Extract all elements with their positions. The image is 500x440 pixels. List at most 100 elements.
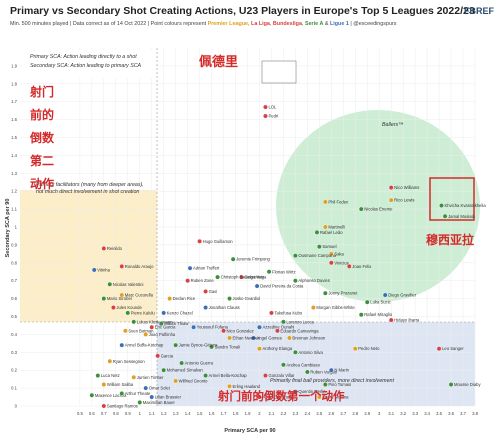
point-label: Gonzalo Villar [268,373,295,378]
point-label: Reinildo [107,246,123,251]
x-tick-label: 1.5 [197,411,203,416]
data-point [346,263,352,269]
data-point [119,292,125,298]
x-tick-label: 3.2 [400,411,406,416]
data-point [322,199,328,205]
data-point [221,328,226,334]
pedri-box [261,60,297,84]
point-label: Adrian Truffert [193,266,220,271]
top-left-quadrant [20,190,157,322]
x-tick-label: 0.5 [77,411,83,416]
data-point [352,346,358,352]
point-label: Malick Thiaw [164,321,189,326]
point-label: Mousse Diaby [454,382,481,387]
data-point [155,353,161,359]
data-point [292,389,298,395]
point-label: Ousmane Campana [298,253,336,258]
data-point [187,265,193,271]
data-point [239,274,244,280]
x-tick-label: 3 [378,411,381,416]
point-label: Phil Foden [328,199,349,204]
league-bundesliga: Bundesliga [272,21,302,27]
definitions-box [22,50,156,78]
league-premier: Premier League [207,21,249,27]
point-label: Brennan Johnson [292,335,325,340]
data-point [203,305,208,310]
data-point [269,310,274,316]
data-point [107,281,113,287]
point-label: Youssouf Fofana [197,325,229,330]
data-point [388,185,394,191]
data-point [281,319,286,325]
point-label: Jeremie Frimpong [236,257,270,262]
point-label: Armel Buffa-Kotchap [125,343,164,348]
y-tick-label: 1.9 [11,63,17,68]
data-point [328,251,334,257]
x-tick-label: 2.8 [352,411,358,416]
data-point [95,373,101,378]
x-tick-label: 2.2 [281,411,287,416]
point-label: Pedri [268,114,278,119]
data-point [292,278,298,284]
x-tick-label: 0.7 [101,411,107,416]
point-label: Vinicius [334,260,348,265]
y-tick-label: 0.5 [11,314,17,319]
x-tick-label: 3.7 [460,411,466,416]
point-label: Jonny Prozanet [328,291,358,296]
data-point [161,310,167,316]
data-point [167,296,173,301]
data-point [179,360,185,366]
data-point [448,382,454,387]
data-point [304,369,310,375]
point-label: Ruben Zone [191,278,215,283]
point-label: Rafael Leão [320,230,343,235]
y-tick-label: 1.6 [11,117,17,122]
point-label: Garcia [161,353,174,358]
x-tick-label: 2.6 [328,411,334,416]
point-label: Gavi [209,289,218,294]
y-tick-label: 0 [15,404,18,409]
x-tick-label: 2.5 [316,411,322,416]
point-label: Joao Palhinha [149,332,176,337]
data-point [158,321,164,327]
point-label: David Pereira da Costa [260,284,304,289]
data-point [328,260,334,266]
data-point [257,324,262,330]
point-label: Nicolas Valentini [113,282,144,287]
data-point [292,349,298,355]
data-point [364,299,370,305]
x-tick-label: 1.3 [173,411,179,416]
data-point [257,394,262,400]
x-tick-label: 2.1 [269,411,275,416]
x-tick-label: 2.3 [292,411,298,416]
left-annotation-line: 前的 [30,107,54,122]
data-point [107,358,113,364]
data-point [254,283,260,289]
y-tick-label: 1 [15,225,18,230]
point-label: Vitinha [97,267,110,272]
y-tick-label: 1.7 [11,99,17,104]
data-point [89,392,95,398]
data-point [263,104,268,110]
x-tick-label: 1.7 [221,411,227,416]
y-tick-label: 0.2 [11,368,17,373]
x-tick-label: 0.8 [113,411,119,416]
secondary-def: Secondary SCA: Action leading to primary… [30,63,142,69]
data-point [227,383,232,389]
x-axis-label: Primary SCA per 90 [224,428,275,434]
pedri-annotation: 佩德里 [199,54,238,70]
y-axis-label: Secondary SCA per 90 [5,199,11,258]
data-point [143,331,149,337]
point-label: Azzedine Ounahi [262,325,294,330]
point-label: Luka Sucic [370,300,390,305]
data-point [101,246,107,251]
data-point [149,324,155,330]
point-label: Joao Felix [352,264,372,269]
y-tick-label: 1.1 [11,207,17,212]
bottom-right-quadrant [157,322,475,406]
point-label: Hidayo Ibarra [394,318,420,323]
data-point [439,203,444,208]
data-point [322,290,328,296]
data-point [149,394,155,400]
